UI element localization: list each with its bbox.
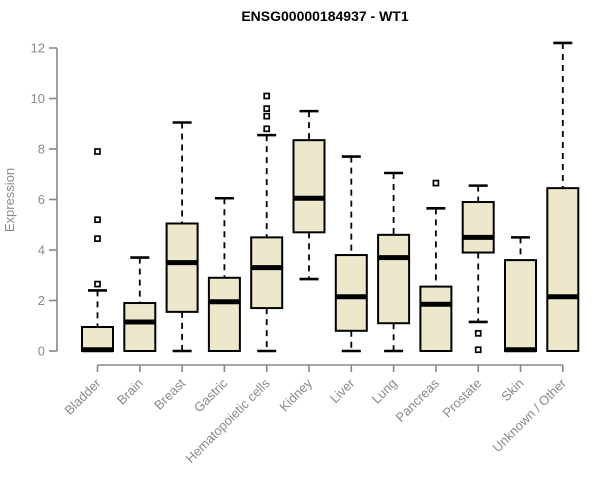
- outlier-point: [263, 112, 271, 120]
- box: [419, 285, 453, 352]
- x-tick-label: Gastric: [191, 375, 231, 415]
- x-tick-label: Breast: [151, 375, 188, 412]
- x-tick-label: Bladder: [61, 375, 104, 418]
- x-tick-label: Skin: [498, 376, 526, 404]
- x-tick-label: Liver: [327, 375, 358, 406]
- outlier-point: [94, 216, 101, 224]
- box: [250, 236, 284, 310]
- box: [461, 201, 495, 254]
- box: [334, 254, 368, 332]
- outlier-point: [263, 92, 271, 100]
- y-tick-label: 12: [31, 41, 45, 56]
- y-tick-label: 6: [38, 192, 45, 207]
- outlier-point: [432, 179, 440, 187]
- box: [207, 276, 241, 352]
- box: [377, 233, 411, 325]
- y-tick-label: 8: [38, 142, 45, 157]
- box: [292, 139, 326, 234]
- y-tick-label: 0: [38, 344, 45, 359]
- box: [504, 259, 537, 353]
- x-tick-label: Brain: [114, 376, 146, 408]
- x-tick-label: Lung: [369, 376, 400, 407]
- chart-title: ENSG00000184937 - WT1: [241, 8, 409, 24]
- box: [165, 222, 199, 313]
- x-tick-label: Unknown / Other: [489, 375, 569, 455]
- box: [123, 302, 157, 352]
- y-tick-label: 2: [38, 293, 45, 308]
- x-tick-label: Kidney: [276, 375, 315, 414]
- x-tick-label: Prostate: [439, 376, 484, 421]
- outlier-point: [474, 346, 482, 354]
- outlier-point: [474, 329, 482, 337]
- y-axis-label: Expression: [2, 168, 17, 232]
- y-tick-label: 10: [31, 91, 45, 106]
- box: [546, 187, 580, 352]
- x-tick-label: Pancreas: [393, 375, 443, 425]
- outlier-point: [94, 148, 101, 155]
- outlier-point: [263, 105, 271, 112]
- outlier-point: [263, 125, 271, 133]
- outlier-point: [94, 235, 101, 242]
- y-tick-label: 4: [38, 243, 45, 258]
- outlier-point: [94, 280, 101, 288]
